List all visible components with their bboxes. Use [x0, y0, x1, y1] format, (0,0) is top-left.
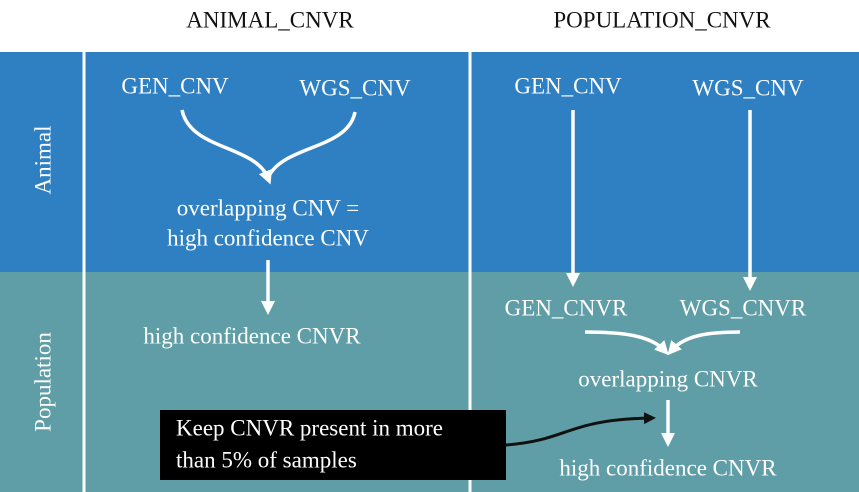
column-header: ANIMAL_CNVR [186, 7, 354, 32]
node: GEN_CNV [121, 73, 229, 98]
arrow [584, 330, 669, 356]
row-label: Animal [30, 126, 55, 195]
column-header: POPULATION_CNVR [553, 7, 771, 32]
node: GEN_CNV [514, 73, 622, 98]
node: WGS_CNV [299, 75, 411, 100]
arrow [180, 109, 272, 185]
note-text: than 5% of samples [176, 447, 357, 472]
arrow [266, 111, 357, 179]
node: high confidence CNVR [143, 323, 361, 348]
node: overlapping CNVR [578, 366, 758, 391]
animal-band [0, 52, 859, 272]
arrow [667, 330, 741, 356]
node: GEN_CNVR [505, 295, 628, 320]
note-box [160, 410, 506, 480]
note-text: Keep CNVR present in more [176, 415, 443, 440]
node: WGS_CNV [692, 75, 804, 100]
node: high confidence CNVR [559, 455, 777, 480]
node: high confidence CNV [167, 225, 369, 250]
node: overlapping CNV = [177, 195, 359, 220]
row-label: Population [30, 332, 55, 432]
note-arrow [505, 412, 656, 447]
node: WGS_CNVR [680, 295, 807, 320]
